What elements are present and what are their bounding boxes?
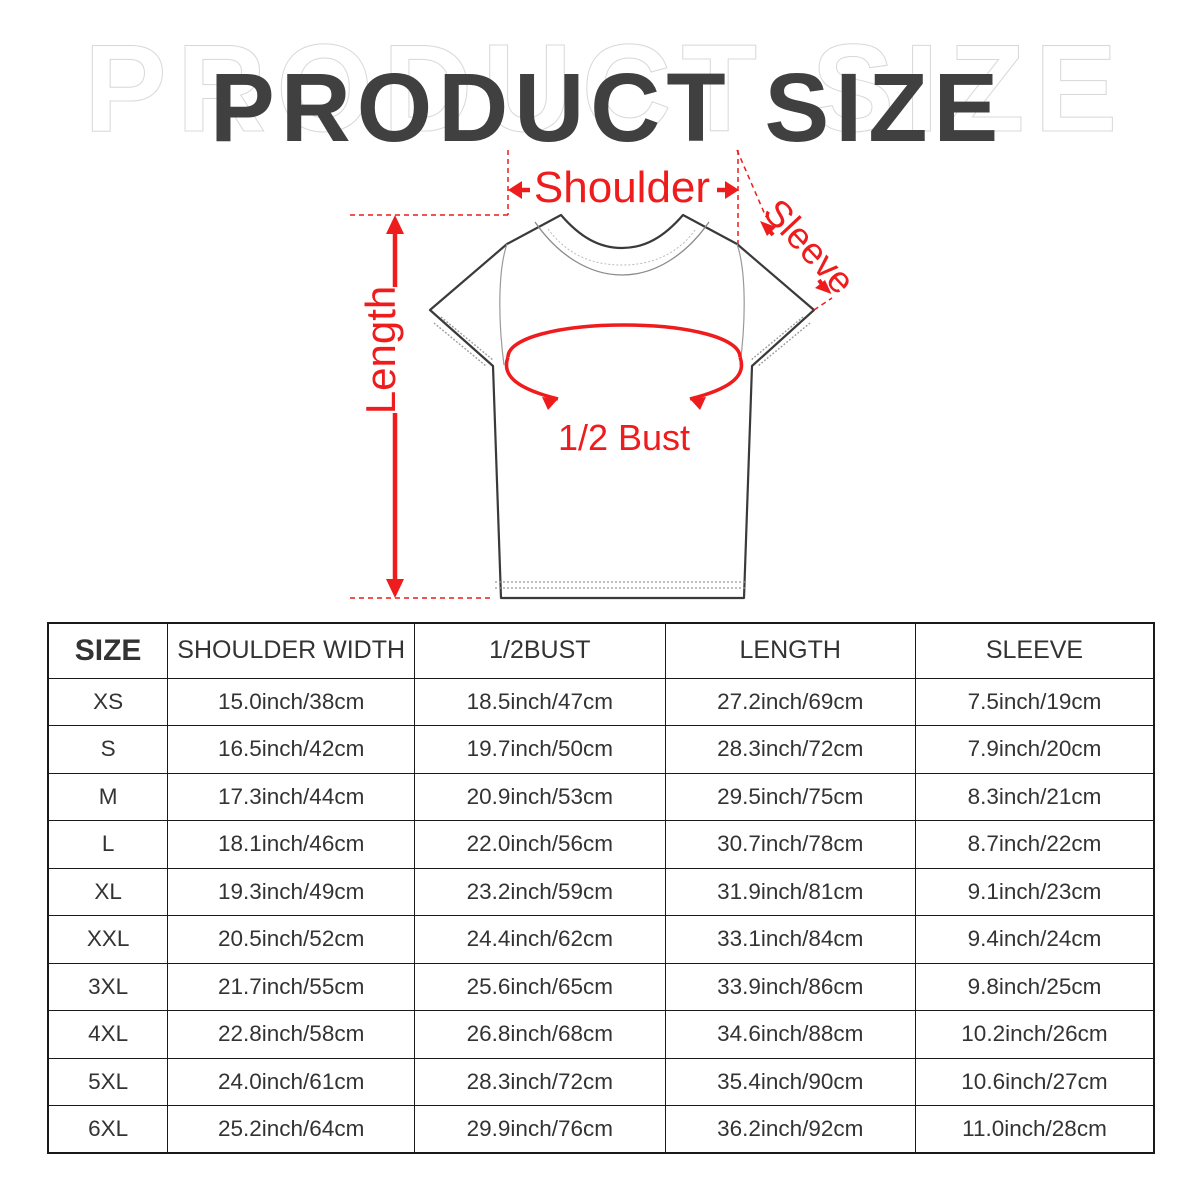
svg-text:Length: Length [357, 286, 404, 414]
svg-text:Shoulder: Shoulder [534, 163, 710, 212]
svg-text:1/2 Bust: 1/2 Bust [558, 417, 690, 458]
